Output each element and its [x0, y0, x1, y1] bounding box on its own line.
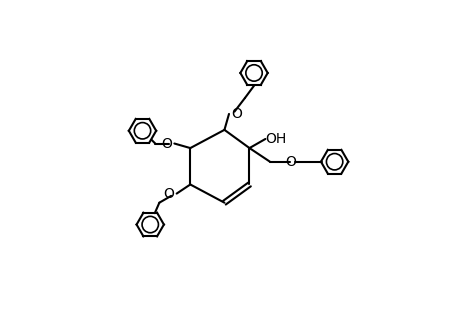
Text: O: O — [231, 107, 242, 121]
Text: O: O — [164, 187, 174, 201]
Text: OH: OH — [266, 132, 287, 146]
Text: O: O — [161, 136, 172, 151]
Text: O: O — [285, 155, 296, 169]
